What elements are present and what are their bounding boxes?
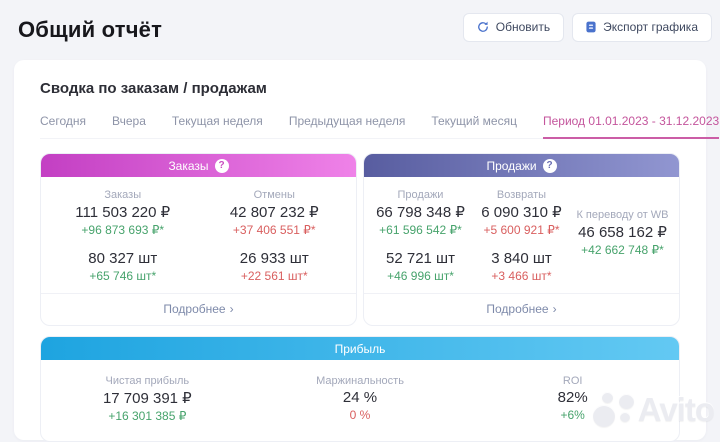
- profit-card-body: Чистая прибыль 17 709 391 ₽ +16 301 385 …: [41, 360, 679, 441]
- top-bar: Общий отчёт Обновить Экспорт графика: [0, 0, 720, 60]
- orders-more-link[interactable]: Подробнее ›: [41, 293, 356, 325]
- metric-value: 17 709 391 ₽: [102, 390, 192, 407]
- metric-amount-delta: +96 873 693 ₽*: [81, 223, 165, 237]
- metric-amount-delta: +61 596 542 ₽*: [379, 223, 462, 237]
- metric-quantity-delta: +3 466 шт*: [491, 269, 552, 283]
- metric-value: 82%: [557, 389, 588, 406]
- orders-help-icon[interactable]: ?: [214, 158, 229, 173]
- metric-amount-delta: +42 662 748 ₽*: [581, 243, 664, 257]
- metric-amount: 46 658 162 ₽: [578, 224, 667, 241]
- refresh-button[interactable]: Обновить: [462, 12, 565, 42]
- period-tabs: Сегодня Вчера Текущая неделя Предыдущая …: [40, 114, 720, 139]
- metric-amount: 42 807 232 ₽: [229, 204, 319, 221]
- sales-card-body: Продажи 66 798 348 ₽ +61 596 542 ₽* 52 7…: [364, 177, 679, 293]
- summary-panel: Сводка по заказам / продажам Сегодня Вче…: [14, 60, 720, 442]
- metric-amount: 111 503 220 ₽: [75, 204, 171, 221]
- metric-value: 24 %: [342, 389, 378, 406]
- profit-card-title: Прибыль: [334, 341, 386, 356]
- export-chart-button[interactable]: Экспорт графика: [572, 12, 712, 42]
- metric-quantity-delta: +46 996 шт*: [387, 269, 454, 283]
- chevron-right-icon: ›: [552, 302, 557, 316]
- chevron-right-icon: ›: [229, 302, 234, 316]
- metric-amount: 66 798 348 ₽: [376, 204, 465, 221]
- tab-previous-week[interactable]: Предыдущая неделя: [288, 114, 406, 128]
- metric-delta: +16 301 385 ₽: [108, 409, 187, 423]
- refresh-button-label: Обновить: [495, 20, 551, 34]
- metric-label: ROI: [562, 375, 583, 387]
- tab-today[interactable]: Сегодня: [40, 114, 86, 128]
- more-link-label: Подробнее: [486, 302, 549, 316]
- toolbar: Обновить Экспорт графика: [462, 12, 712, 42]
- sales-metric-column: Продажи 66 798 348 ₽ +61 596 542 ₽* 52 7…: [370, 189, 471, 283]
- metric-quantity: 80 327 шт: [88, 250, 158, 267]
- metric-label: Маржинальность: [316, 375, 404, 387]
- metric-label: Чистая прибыль: [105, 375, 190, 387]
- metric-label: Продажи: [397, 189, 444, 201]
- margin-metric-column: Маржинальность 24 % 0 %: [254, 375, 467, 423]
- export-button-label: Экспорт графика: [603, 20, 698, 34]
- refresh-icon: [477, 21, 489, 33]
- export-file-icon: [586, 21, 596, 33]
- profit-card-header: Прибыль: [41, 337, 679, 360]
- tab-yesterday[interactable]: Вчера: [112, 114, 146, 128]
- panel-heading: Сводка по заказам / продажам: [40, 80, 267, 97]
- metric-label: К переводу от WB: [576, 209, 669, 221]
- tab-current-week[interactable]: Текущая неделя: [171, 114, 263, 128]
- tab-current-month[interactable]: Текущий месяц: [431, 114, 517, 128]
- page-title: Общий отчёт: [18, 17, 163, 42]
- orders-card-body: Заказы 111 503 220 ₽ +96 873 693 ₽* 80 3…: [41, 177, 356, 293]
- orders-metric-column: Заказы 111 503 220 ₽ +96 873 693 ₽* 80 3…: [47, 189, 199, 283]
- cancellations-metric-column: Отмены 42 807 232 ₽ +37 406 551 ₽* 26 93…: [199, 189, 351, 283]
- sales-card: Продажи ? Продажи 66 798 348 ₽ +61 596 5…: [363, 153, 680, 326]
- profit-card: Прибыль Чистая прибыль 17 709 391 ₽ +16 …: [40, 336, 680, 442]
- metric-quantity-delta: +22 561 шт*: [240, 269, 308, 283]
- metric-delta: 0 %: [349, 408, 371, 422]
- metric-amount-delta: +5 600 921 ₽*: [483, 223, 560, 237]
- orders-card-header: Заказы ?: [41, 154, 356, 177]
- metric-amount-delta: +37 406 551 ₽*: [232, 223, 316, 237]
- metric-quantity: 26 933 шт: [239, 250, 309, 267]
- metric-quantity-delta: +65 746 шт*: [89, 269, 157, 283]
- metric-quantity: 52 721 шт: [386, 250, 455, 267]
- tab-custom-period[interactable]: Период 01.01.2023 - 31.12.2023: [542, 114, 720, 139]
- net-profit-metric-column: Чистая прибыль 17 709 391 ₽ +16 301 385 …: [41, 375, 254, 423]
- metric-delta: +6%: [560, 408, 585, 422]
- metric-label: Отмены: [253, 189, 295, 201]
- orders-card-title: Заказы: [168, 158, 209, 173]
- metric-quantity: 3 840 шт: [491, 250, 552, 267]
- roi-metric-column: ROI 82% +6%: [466, 375, 679, 423]
- sales-help-icon[interactable]: ?: [542, 158, 557, 173]
- metric-label: Возвраты: [496, 189, 547, 201]
- cards-row: Заказы ? Заказы 111 503 220 ₽ +96 873 69…: [40, 153, 680, 326]
- sales-card-header: Продажи ?: [364, 154, 679, 177]
- returns-metric-column: Возвраты 6 090 310 ₽ +5 600 921 ₽* 3 840…: [471, 189, 572, 283]
- metric-amount: 6 090 310 ₽: [481, 204, 562, 221]
- more-link-label: Подробнее: [163, 302, 226, 316]
- orders-card: Заказы ? Заказы 111 503 220 ₽ +96 873 69…: [40, 153, 357, 326]
- metric-label: Заказы: [104, 189, 142, 201]
- sales-more-link[interactable]: Подробнее ›: [364, 293, 679, 325]
- sales-card-title: Продажи: [486, 158, 537, 173]
- wb-transfer-metric-column: К переводу от WB 46 658 162 ₽ +42 662 74…: [572, 209, 673, 263]
